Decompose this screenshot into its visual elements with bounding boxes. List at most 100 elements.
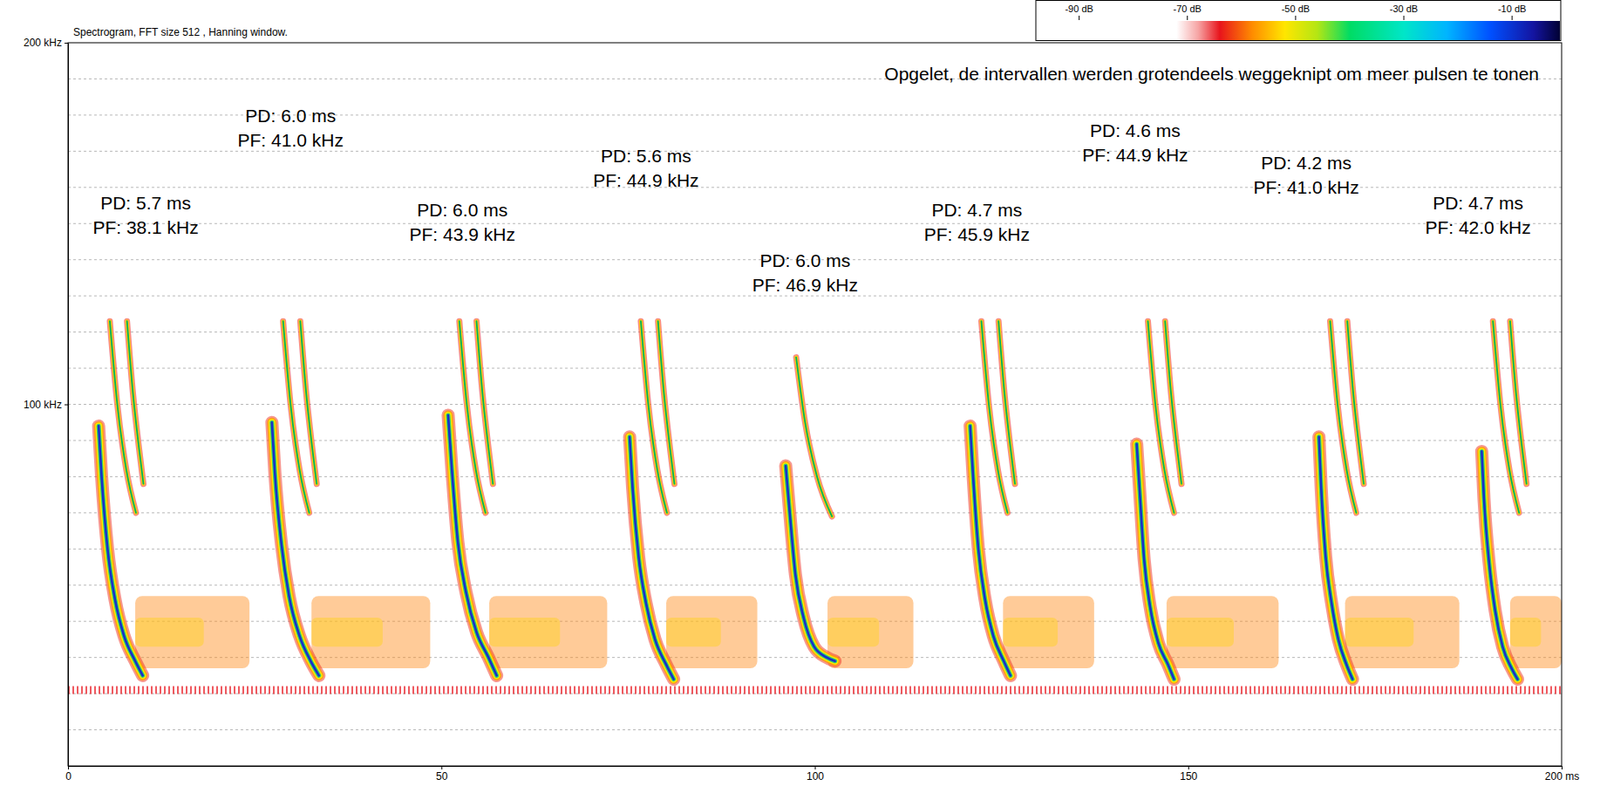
pulse-harmonic: [127, 320, 144, 484]
pulse-annotation-line: PF: 44.9 kHz: [592, 170, 699, 191]
x-tick-mark: [1561, 765, 1563, 770]
pulse-annotation-line: PF: 41.0 kHz: [1252, 177, 1359, 198]
noise-region: [135, 595, 250, 668]
pulse-harmonic: [998, 320, 1015, 484]
x-tick-label: 200 ms: [1545, 769, 1580, 783]
pulse-annotation-line: PD: 6.0 ms: [245, 105, 336, 126]
pulse-sweep: [98, 425, 143, 675]
x-tick-label: 0: [65, 769, 72, 783]
grid-line: [68, 548, 1562, 550]
pulse-sweep: [970, 425, 1011, 675]
pulse-harmonic: [796, 357, 832, 517]
pulse-sweep: [98, 425, 143, 675]
colorbar-tick-label: -70 dB: [1173, 3, 1202, 14]
pulse-sweep: [785, 465, 836, 661]
pulse-harmonic: [1164, 320, 1182, 484]
pulse-harmonic: [299, 320, 317, 484]
grid-line: [68, 331, 1562, 333]
noise-region-core: [1166, 617, 1234, 647]
x-tick: 200 ms: [1545, 765, 1580, 783]
pulse-harmonic: [998, 320, 1015, 484]
pulse-harmonic: [1347, 320, 1364, 484]
pulse-harmonic: [1347, 320, 1364, 484]
grid: [68, 78, 1562, 729]
colorbar-tick-label: -30 dB: [1389, 3, 1418, 14]
pulse-annotation-line: PF: 42.0 kHz: [1424, 217, 1531, 238]
colorbar: -90 dB-70 dB-50 dB-30 dB-10 dB: [1035, 0, 1561, 41]
noise-region: [666, 595, 757, 668]
colorbar-tick: [1511, 15, 1513, 21]
title: Spectrogram, FFT size 512 , Hanning wind…: [73, 26, 288, 39]
noise-region-core: [1510, 617, 1541, 647]
noise-region: [1345, 595, 1460, 668]
pulse-annotation-line: PF: 46.9 kHz: [752, 274, 858, 295]
pulse-harmonic: [658, 320, 675, 484]
x-tick-mark: [1188, 765, 1190, 770]
plot-area: [68, 320, 1562, 690]
colorbar-gradient: [1036, 20, 1560, 41]
pulse-annotation: PD: 4.7 msPF: 45.9 kHz: [924, 199, 1030, 245]
chart: 050100150200 ms100 kHz200 kHzSpectrogram…: [0, 0, 1600, 793]
pulse-sweep: [970, 425, 1011, 675]
noise-region-core: [1002, 617, 1058, 647]
pulse-annotation-line: PD: 4.2 ms: [1260, 152, 1352, 173]
pulse-annotation-line: PD: 4.7 ms: [1432, 192, 1524, 213]
pulse-annotation: PD: 6.0 msPF: 43.9 kHz: [409, 199, 516, 245]
grid-line: [68, 728, 1562, 730]
pulse-harmonic: [796, 357, 832, 517]
pulse-sweep: [98, 425, 143, 675]
pulse-annotation-line: PD: 6.0 ms: [416, 199, 508, 220]
pulse-harmonic: [1510, 320, 1527, 484]
noise-region-core: [311, 617, 383, 647]
colorbar-tick-label: -10 dB: [1497, 3, 1526, 14]
x-tick: 50: [435, 765, 449, 783]
pulse-annotation-line: PD: 4.7 ms: [931, 199, 1022, 220]
pulse-harmonic: [476, 320, 494, 484]
y-tick-label: 100 kHz: [23, 398, 62, 411]
pulse-harmonic: [1347, 320, 1364, 484]
x-tick-mark: [68, 765, 69, 770]
y-tick: 100 kHz: [23, 398, 69, 411]
pulse-annotation-line: PD: 6.0 ms: [759, 250, 851, 271]
pulse-harmonic: [476, 320, 494, 484]
pulse-harmonic: [1164, 320, 1182, 484]
pulse-sweep: [98, 425, 143, 675]
pulse-sweep: [970, 425, 1011, 675]
pulse-annotation: PD: 4.6 msPF: 44.9 kHz: [1082, 120, 1188, 165]
noise-region: [1166, 595, 1279, 668]
pulse-harmonic: [127, 320, 144, 484]
pulse-harmonic: [1510, 320, 1527, 484]
pulse-harmonic: [476, 320, 494, 484]
noise-region-core: [1345, 617, 1415, 647]
pulse-annotation-line: PF: 41.0 kHz: [238, 129, 344, 150]
pulse-harmonic: [658, 320, 675, 484]
pulse-harmonic: [127, 320, 144, 484]
pulse-sweep: [785, 465, 836, 661]
pulse-harmonic: [658, 320, 675, 484]
colorbar-tick: [1186, 15, 1188, 21]
y-tick-label: 200 kHz: [23, 36, 62, 49]
pulse-annotation: PD: 6.0 ms PF: 41.0 kHz: [238, 105, 344, 150]
pulse-sweep: [970, 425, 1011, 675]
colorbar-tick: [1294, 15, 1296, 21]
pulse-annotation: PD: 5.7 msPF: 38.1 kHz: [92, 192, 198, 238]
subtitle: Opgelet, de intervallen werden grotendee…: [884, 63, 1539, 84]
pulse-sweep: [785, 465, 836, 661]
x-tick: 150: [1179, 765, 1198, 783]
annotations: PD: 5.7 msPF: 38.1 kHz PD: 6.0 ms PF: 41.0…: [92, 105, 1531, 295]
colorbar-tick: [1403, 15, 1405, 21]
grid-line: [68, 223, 1562, 225]
colorbar-tick-label: -50 dB: [1281, 3, 1310, 14]
pulse-sweep: [629, 436, 675, 680]
noise-region-core: [489, 617, 560, 647]
colorbar-box: [1035, 0, 1561, 41]
pulse-sweep: [98, 425, 143, 675]
pulse-annotation-line: PD: 5.6 ms: [600, 145, 692, 166]
pulse-annotation: PD: 5.6 ms PF: 44.9 kHz: [592, 145, 699, 191]
x-tick: 0: [65, 765, 72, 783]
pulse-sweep: [629, 436, 675, 680]
pulse-sweep: [629, 436, 675, 680]
y-tick: 200 kHz: [23, 36, 69, 49]
pulse-sweep: [785, 465, 836, 661]
pulse-sweep: [785, 465, 836, 661]
